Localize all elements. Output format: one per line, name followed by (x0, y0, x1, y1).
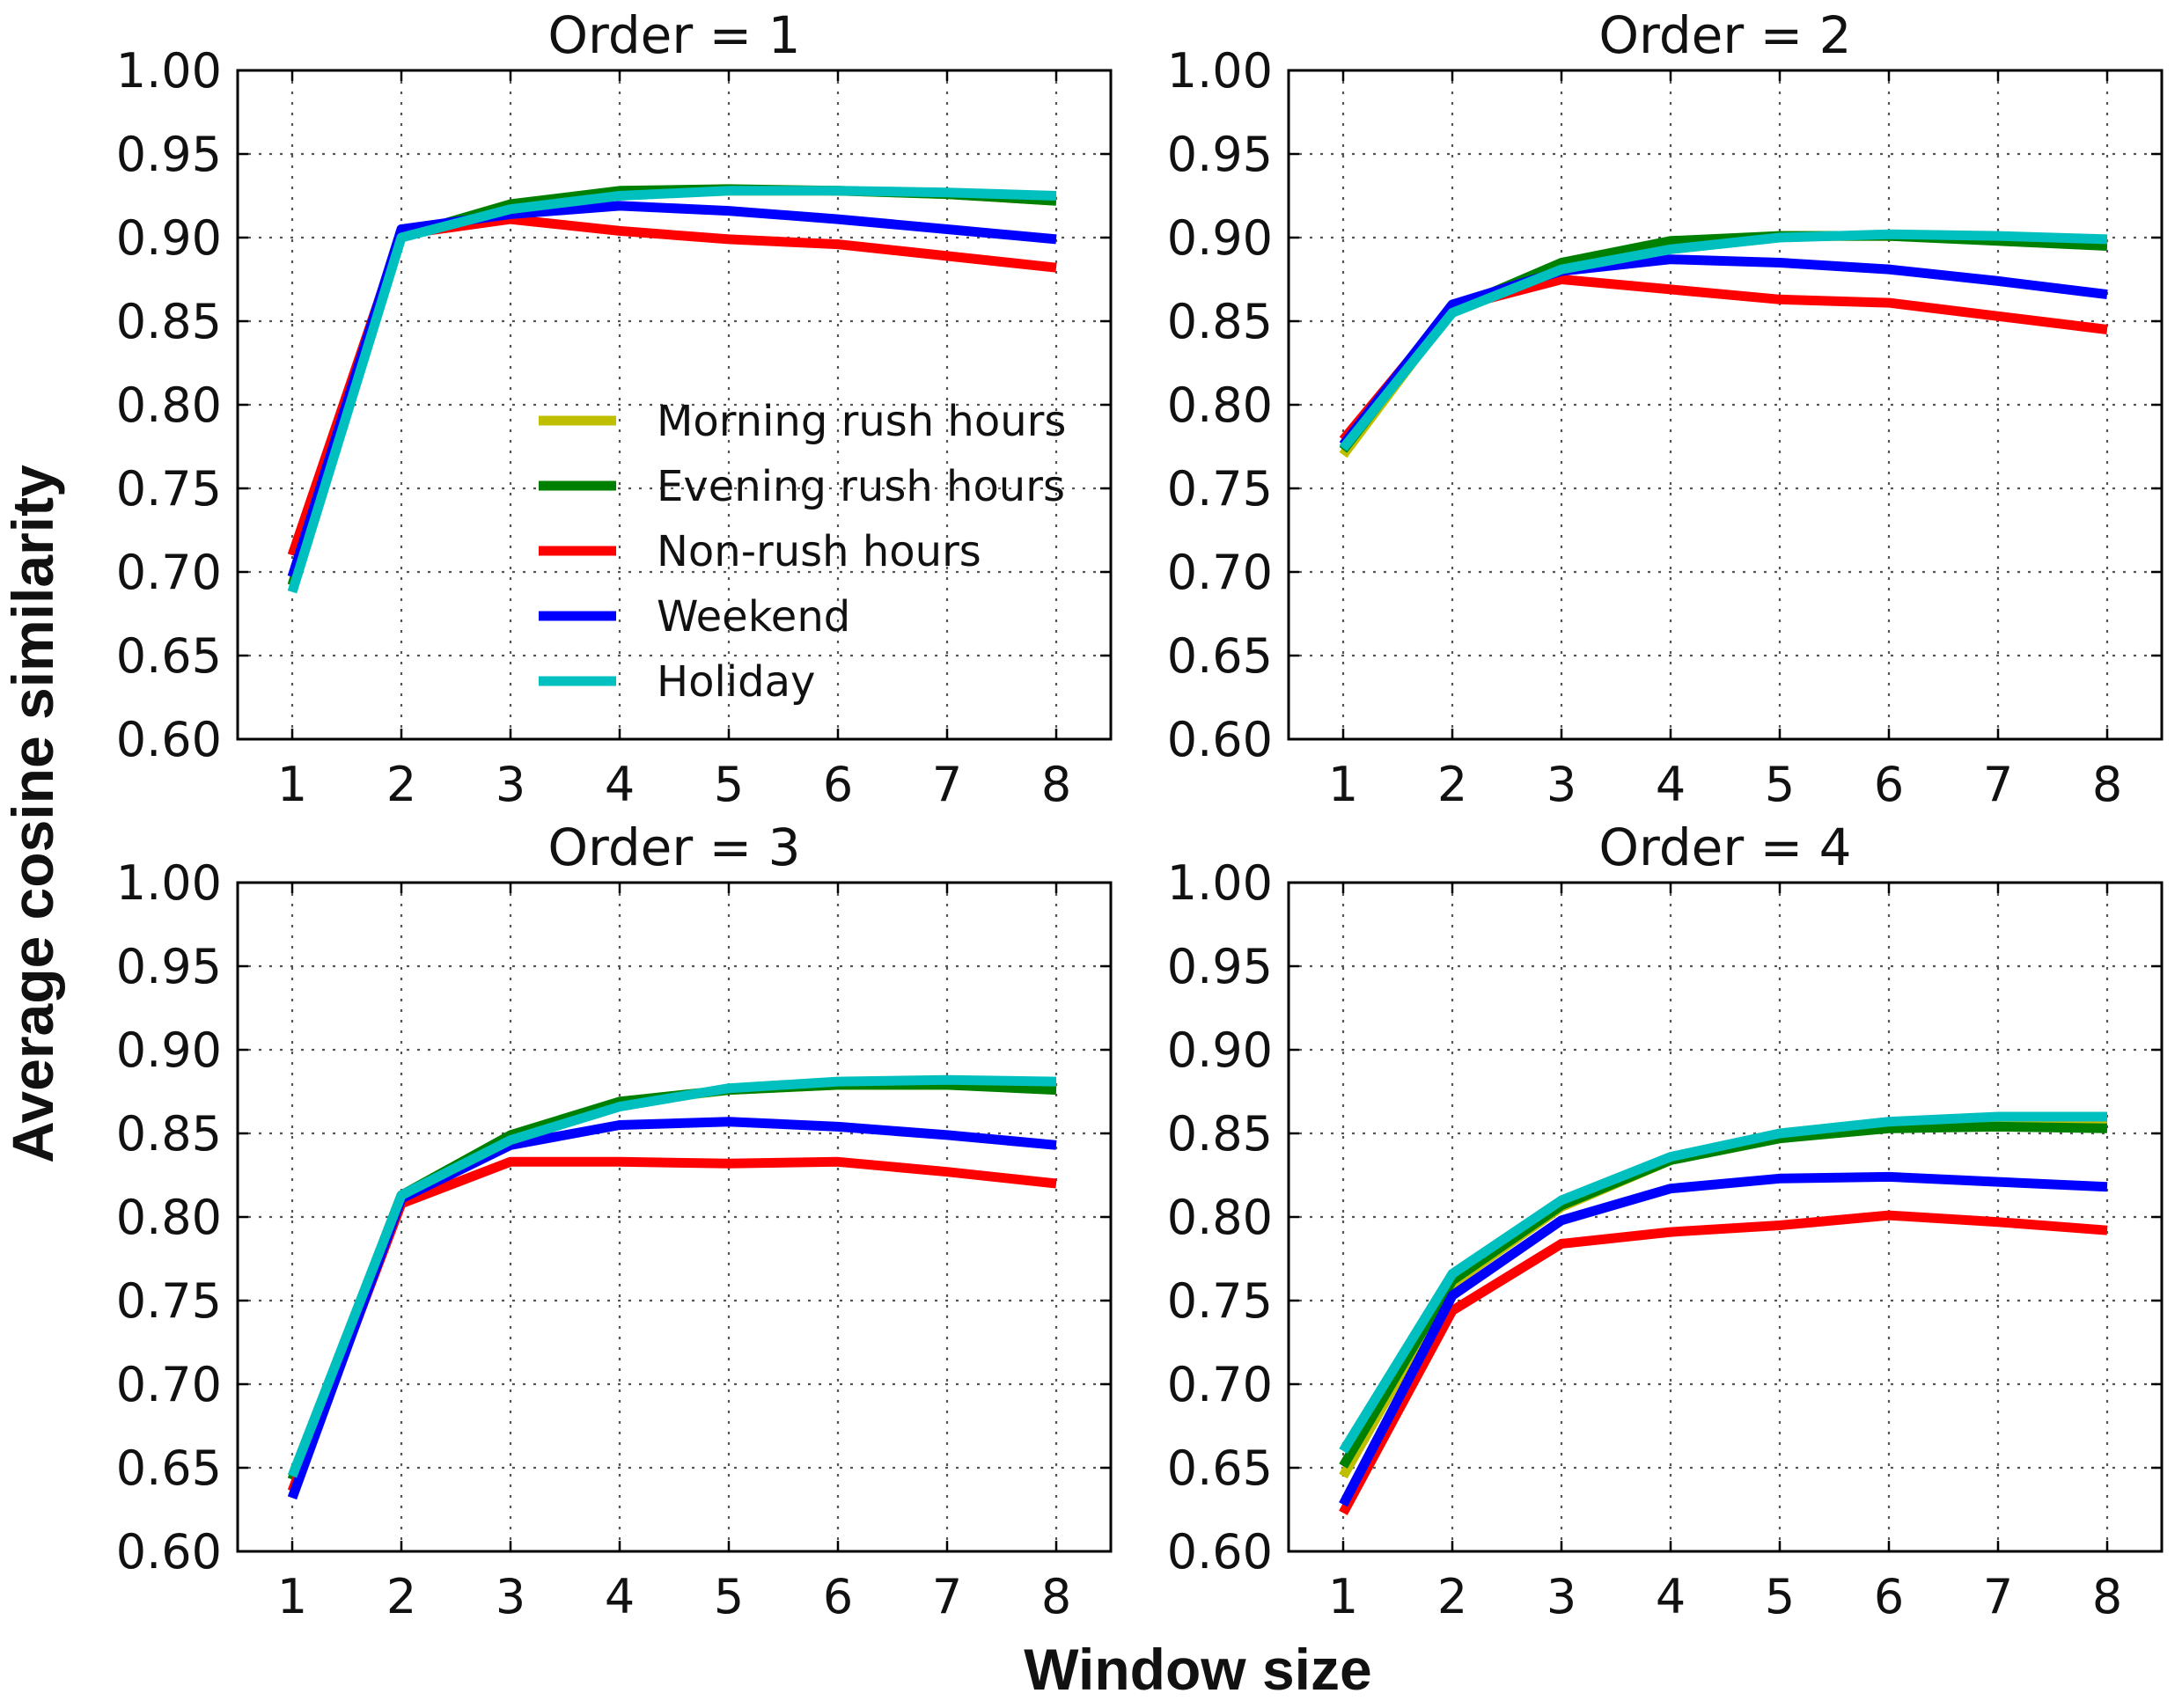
chart-panel-4: 1 2 3 4 5 6 7 8 0.60 0.65 0.70 0.75 0.80 0.85 0.90 0.95… (1167, 817, 2164, 1624)
x-tick-label: 3 (1547, 757, 1576, 812)
legend-label: Weekend (657, 592, 850, 641)
y-tick-label: 0.60 (1167, 1524, 1273, 1580)
y-tick-label: 0.80 (1167, 1190, 1273, 1245)
x-tick-label: 8 (2092, 1569, 2122, 1624)
y-tick-label: 0.75 (1167, 461, 1273, 517)
y-tick-label: 1.00 (116, 855, 222, 911)
x-tick-label: 1 (277, 1569, 307, 1624)
x-tick-label: 6 (1874, 1569, 1904, 1624)
panel-title: Order = 1 (547, 5, 800, 65)
x-tick-label: 5 (714, 757, 744, 812)
x-axis-label: Window size (1024, 1637, 1371, 1702)
x-tick-label: 1 (277, 757, 307, 812)
y-tick-label: 0.60 (116, 1524, 222, 1580)
x-tick-label: 4 (605, 1569, 635, 1624)
y-axis-label: Average cosine similarity (0, 465, 65, 1163)
y-tick-label: 0.85 (1167, 294, 1273, 349)
y-tick-label: 0.95 (116, 127, 222, 182)
x-tick-label: 2 (1437, 757, 1467, 812)
series-line-5 (1339, 229, 2108, 451)
y-tick-label: 0.65 (116, 628, 222, 684)
panel-title: Order = 2 (1598, 5, 1851, 65)
series-line-4 (1339, 1171, 2108, 1507)
x-tick-label: 2 (1437, 1569, 1467, 1624)
x-tick-label: 5 (714, 1569, 744, 1624)
legend-label: Non-rush hours (657, 527, 981, 576)
x-tick-label: 4 (1656, 757, 1686, 812)
x-tick-label: 8 (2092, 757, 2122, 812)
x-tick-label: 8 (1041, 1569, 1071, 1624)
y-tick-label: 0.60 (1167, 712, 1273, 767)
x-tick-label: 3 (496, 757, 525, 812)
chart-panel-1: 1 2 3 4 5 6 7 8 0.60 0.65 0.70 0.75 0.80 0.85 0.90 0.95… (116, 5, 1113, 812)
y-tick-label: 0.95 (1167, 127, 1273, 182)
y-tick-label: 0.85 (116, 1106, 222, 1162)
y-tick-label: 1.00 (116, 43, 222, 99)
y-tick-label: 0.80 (116, 1190, 222, 1245)
y-tick-label: 0.80 (1167, 378, 1273, 433)
x-tick-label: 5 (1765, 1569, 1795, 1624)
x-tick-label: 3 (496, 1569, 525, 1624)
y-tick-label: 0.75 (116, 1273, 222, 1329)
series-line-5 (287, 1074, 1057, 1478)
y-tick-label: 1.00 (1167, 43, 1273, 99)
y-tick-label: 0.65 (1167, 628, 1273, 684)
y-tick-label: 0.70 (1167, 545, 1273, 600)
y-tick-label: 0.95 (1167, 939, 1273, 994)
x-tick-label: 6 (1874, 757, 1904, 812)
y-tick-label: 0.60 (116, 712, 222, 767)
x-tick-label: 4 (605, 757, 635, 812)
y-tick-label: 0.80 (116, 378, 222, 433)
y-tick-label: 0.65 (116, 1440, 222, 1496)
x-tick-label: 4 (1656, 1569, 1686, 1624)
x-tick-label: 2 (386, 757, 416, 812)
x-tick-label: 5 (1765, 757, 1795, 812)
legend-label: Holiday (657, 657, 815, 707)
x-tick-label: 6 (823, 1569, 853, 1624)
x-tick-label: 6 (823, 757, 853, 812)
y-tick-label: 0.85 (1167, 1106, 1273, 1162)
x-tick-label: 8 (1041, 757, 1071, 812)
y-tick-label: 0.90 (1167, 1023, 1273, 1078)
y-tick-label: 0.70 (116, 1357, 222, 1412)
y-tick-label: 0.90 (116, 1023, 222, 1078)
series-line-5 (1339, 1111, 2107, 1454)
series-line-3 (1339, 1210, 2108, 1515)
legend-label: Morning rush hours (657, 397, 1066, 446)
x-tick-label: 7 (932, 757, 962, 812)
y-tick-label: 0.90 (1167, 210, 1273, 266)
x-tick-label: 1 (1328, 757, 1358, 812)
series-line-5 (287, 186, 1057, 594)
y-tick-label: 0.95 (116, 939, 222, 994)
x-tick-label: 2 (386, 1569, 416, 1624)
x-tick-label: 1 (1328, 1569, 1358, 1624)
panels: 1 2 3 4 5 6 7 8 0.60 0.65 0.70 0.75 0.80 0.85 0.90 0.95… (116, 5, 2164, 1624)
y-tick-label: 0.70 (1167, 1357, 1273, 1412)
series-line-4 (287, 201, 1057, 579)
y-tick-label: 0.75 (1167, 1273, 1273, 1329)
y-tick-label: 0.65 (1167, 1440, 1273, 1496)
legend: Morning rush hours Evening rush hours Non-… (539, 397, 1066, 707)
chart-panel-2: 1 2 3 4 5 6 7 8 0.60 0.65 0.70 0.75 0.80 0.85 0.90 0.95… (1167, 5, 2164, 812)
x-tick-label: 3 (1547, 1569, 1576, 1624)
y-tick-label: 0.75 (116, 461, 222, 517)
x-tick-label: 7 (932, 1569, 962, 1624)
x-tick-label: 7 (1983, 757, 2013, 812)
y-tick-label: 0.85 (116, 294, 222, 349)
series-line-4 (1339, 254, 2108, 448)
series-line-3 (287, 1156, 1057, 1493)
panel-title: Order = 3 (547, 817, 800, 877)
y-tick-label: 0.70 (116, 545, 222, 600)
x-tick-label: 7 (1983, 1569, 2013, 1624)
y-tick-label: 0.90 (116, 210, 222, 266)
legend-label: Evening rush hours (657, 462, 1065, 511)
panel-title: Order = 4 (1598, 817, 1851, 877)
chart-panel-3: 1 2 3 4 5 6 7 8 0.60 0.65 0.70 0.75 0.80 0.85 0.90 0.95… (116, 817, 1113, 1624)
y-tick-label: 1.00 (1167, 855, 1273, 911)
